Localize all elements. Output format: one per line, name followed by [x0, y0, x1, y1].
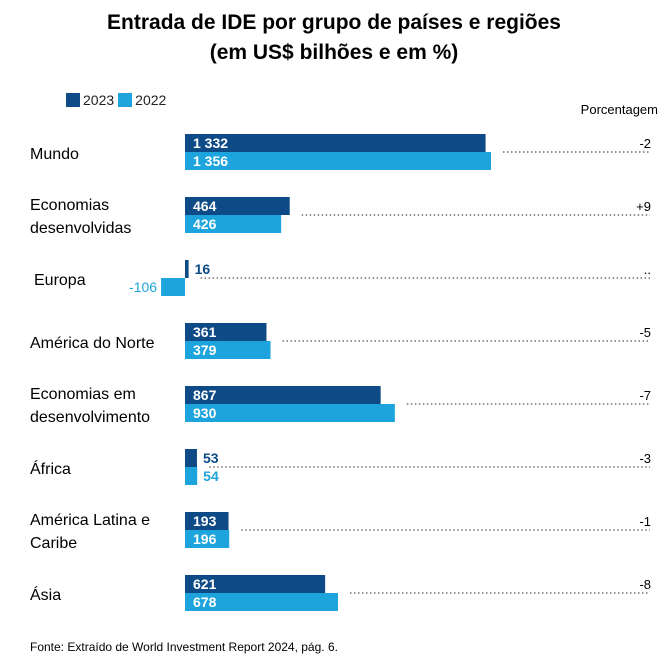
value-label-2023: 464 [193, 198, 217, 214]
category-label-line: Economias em [30, 386, 136, 403]
category-label-line: Europa [34, 271, 86, 289]
category-label: Economias em desenvolvimento [30, 383, 150, 429]
value-label-2022: 930 [193, 405, 217, 421]
legend-swatch-2022 [118, 93, 133, 107]
legend-item-2023: 2023 [66, 92, 114, 108]
legend-item-2022: 2022 [118, 92, 166, 108]
bar-2023 [185, 449, 197, 467]
value-label-2023: 193 [193, 513, 217, 529]
category-label-line: África [30, 460, 71, 478]
chart-title-line2: (em US$ bilhões e em %) [209, 41, 459, 64]
category-label: Economias desenvolvidas [30, 194, 131, 240]
category-label-line: Economias [30, 197, 110, 214]
bar-2023 [185, 134, 486, 152]
legend-label-2022: 2022 [135, 92, 167, 108]
legend: 2023 2022 [66, 92, 170, 108]
chart-title-line1: Entrada de IDE por grupo de países e reg… [107, 11, 561, 34]
chart-title: Entrada de IDE por grupo de países e reg… [0, 8, 668, 68]
category-label-line: desenvolvidas [30, 220, 132, 237]
category-label-line: Ásia [30, 586, 62, 604]
value-label-2022: 1 356 [193, 153, 228, 169]
category-label: Mundo [30, 143, 79, 166]
percent-change-label: -2 [639, 136, 651, 151]
category-label-line: América do Norte [30, 334, 155, 352]
bar-2022 [185, 593, 338, 611]
bar-2022 [185, 152, 491, 170]
percent-change-label: -5 [639, 325, 651, 340]
category-label: África [30, 458, 71, 481]
percent-header: Porcentagem [580, 102, 658, 117]
bar-2022 [185, 404, 395, 422]
bar-2022 [185, 467, 198, 485]
bar-2022 [161, 278, 185, 296]
legend-swatch-2023 [66, 93, 80, 107]
bar-2022 [185, 530, 230, 548]
category-label-line: Caribe [30, 535, 78, 552]
value-label-2023: 16 [195, 261, 211, 277]
value-label-2023: 361 [193, 324, 217, 340]
value-label-2022: 379 [193, 342, 217, 358]
percent-change-label: -1 [639, 514, 651, 529]
value-label-2022: -106 [129, 279, 157, 295]
percent-change-label: .. [644, 262, 651, 277]
bar-2023 [185, 197, 290, 215]
percent-change-label: -8 [639, 577, 651, 592]
category-label-line: Mundo [30, 145, 79, 163]
value-label-2023: 1 332 [193, 135, 228, 151]
percent-change-label: -3 [639, 451, 651, 466]
value-label-2022: 678 [193, 594, 217, 610]
bar-2023 [185, 512, 229, 530]
value-label-2023: 53 [203, 450, 219, 466]
bar-2022 [185, 341, 271, 359]
bar-2023 [185, 260, 189, 278]
value-label-2022: 54 [203, 468, 219, 484]
bar-2023 [185, 575, 326, 593]
category-label: América Latina e Caribe [30, 509, 150, 555]
value-label-2023: 867 [193, 387, 217, 403]
bar-2023 [185, 386, 381, 404]
bar-2022 [185, 215, 282, 233]
category-label-line: desenvolvimento [30, 409, 151, 426]
value-label-2022: 426 [193, 216, 217, 232]
source-note: Fonte: Extraído de World Investment Repo… [30, 640, 338, 654]
percent-change-label: -7 [639, 388, 651, 403]
legend-label-2023: 2023 [83, 92, 115, 108]
category-label: Europa [34, 269, 86, 292]
category-label-line: América Latina e [30, 512, 151, 529]
value-label-2022: 196 [193, 531, 217, 547]
category-label: América do Norte [30, 332, 155, 355]
category-label: Ásia [30, 584, 61, 607]
percent-change-label: +9 [636, 199, 651, 214]
bar-2023 [185, 323, 267, 341]
value-label-2023: 621 [193, 576, 217, 592]
